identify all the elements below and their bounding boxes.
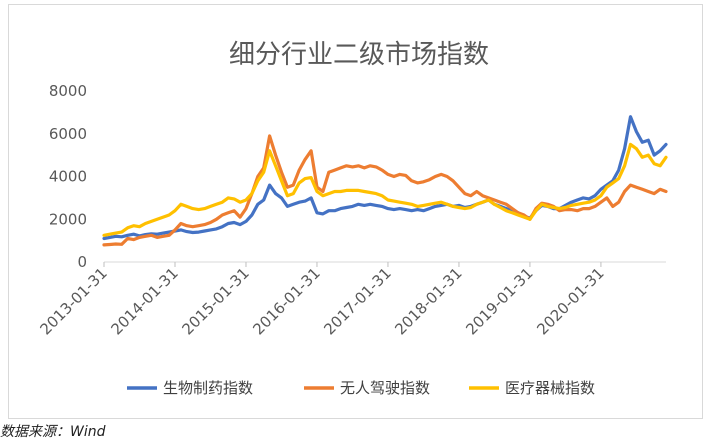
source-note: 数据来源：Wind	[0, 424, 106, 440]
y-tick-label: 0	[77, 253, 87, 271]
x-tick-label: 2014-01-31	[107, 264, 181, 338]
y-tick-label: 8000	[49, 82, 87, 100]
x-tick-label: 2013-01-31	[36, 264, 110, 338]
x-tick-label: 2019-01-31	[462, 264, 536, 338]
series-line-2	[102, 142, 668, 237]
series-lines	[102, 115, 668, 247]
x-tick-label: 2017-01-31	[320, 264, 394, 338]
series-line-0	[102, 115, 668, 241]
y-tick-label: 6000	[49, 125, 87, 143]
chart-title: 细分行业二级市场指数	[229, 40, 489, 70]
y-tick-label: 4000	[49, 168, 87, 186]
y-tick-label: 2000	[49, 210, 87, 228]
x-axis: 2013-01-312014-01-312015-01-312016-01-31…	[36, 262, 608, 338]
x-tick-label: 2015-01-31	[178, 264, 252, 338]
legend-label-1: 无人驾驶指数	[340, 379, 430, 397]
x-tick-label: 2016-01-31	[249, 264, 323, 338]
legend-label-0: 生物制药指数	[163, 379, 253, 397]
chart-frame: 细分行业二级市场指数 0 2000 4000 6000 8000 2013-01-31 2…	[8, 4, 703, 419]
legend: 生物制药指数 无人驾驶指数 医疗器械指数	[127, 379, 595, 397]
x-tick-label: 2020-01-31	[533, 264, 607, 338]
series-line-1	[102, 134, 668, 247]
x-tick-label: 2018-01-31	[391, 264, 465, 338]
legend-label-2: 医疗器械指数	[505, 379, 595, 397]
y-axis: 0 2000 4000 6000 8000	[49, 82, 87, 271]
